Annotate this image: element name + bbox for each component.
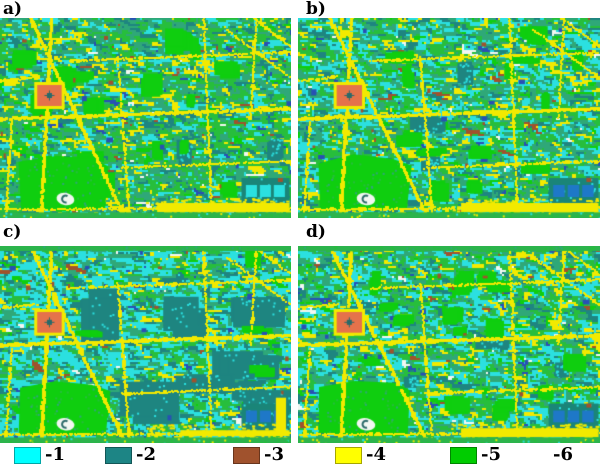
classification-map-b: [298, 18, 600, 218]
legend-label-class1: -1: [45, 444, 65, 465]
legend-item-1: -1: [14, 446, 65, 464]
legend-item-2: -2: [105, 446, 156, 464]
panel-label-b: b): [306, 0, 326, 19]
panel-label-a: a): [3, 0, 23, 19]
legend-swatch-class2: [105, 446, 132, 464]
classification-map-c: [0, 246, 291, 443]
legend-item-5: -5: [450, 446, 501, 464]
legend-label-class5: -5: [481, 444, 501, 465]
legend-label-class6: -6: [553, 444, 573, 465]
panel-label-c: c): [3, 222, 22, 242]
legend-swatch-class3: [233, 446, 260, 464]
classification-map-d: [298, 246, 600, 443]
panel-label-d: d): [306, 222, 326, 242]
legend-item-6: -6: [553, 446, 573, 464]
legend: -1 -2 -3 -4 -5 -6: [0, 443, 600, 470]
legend-label-class4: -4: [366, 444, 386, 465]
legend-item-4: -4: [335, 446, 386, 464]
legend-label-class2: -2: [136, 444, 156, 465]
classification-map-a: [0, 18, 291, 218]
legend-item-3: -3: [233, 446, 284, 464]
legend-label-class3: -3: [264, 444, 284, 465]
legend-swatch-class1: [14, 446, 41, 464]
legend-swatch-class5: [450, 446, 477, 464]
legend-swatch-class4: [335, 446, 362, 464]
